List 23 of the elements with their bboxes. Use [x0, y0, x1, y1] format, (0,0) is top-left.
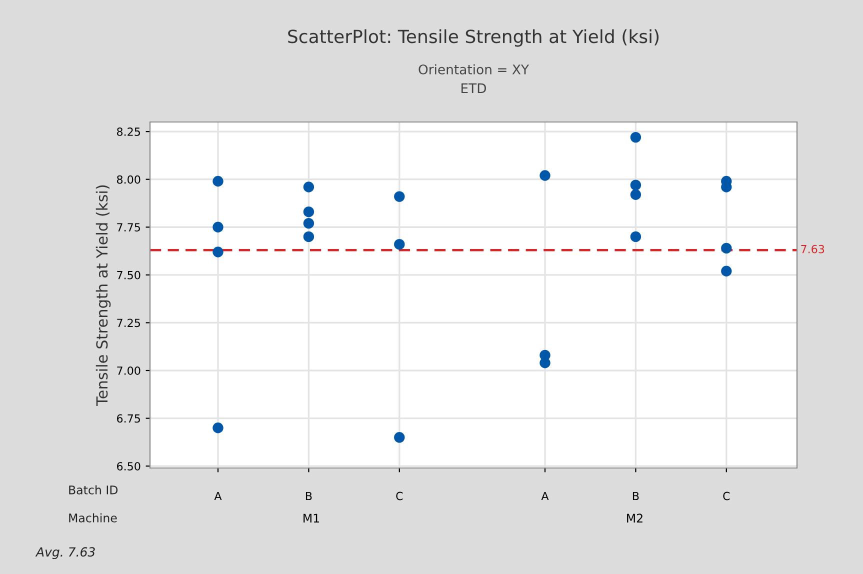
x-tick-label: A — [541, 492, 549, 500]
x-tick-label: C — [723, 492, 730, 500]
text: Machine — [69, 513, 117, 522]
y-tick-label: 7.25 — [117, 318, 140, 328]
y-tick-label: 6.50 — [117, 462, 140, 470]
x-tick-label: C — [396, 492, 403, 500]
ref-line-label: 7.63 — [801, 244, 824, 254]
y-tick-label: 7.00 — [117, 366, 140, 375]
text: Avg. 7.63 — [35, 547, 95, 560]
y-tick-label: 8.25 — [116, 128, 140, 136]
chart-subtitle: Orientation = XY ETD — [418, 64, 530, 94]
y-tick-label: 7.50 — [117, 270, 140, 280]
y-tick-label: 8.00 — [116, 175, 140, 184]
chart-title: ScatterPlot: Tensile Strength at Yield (ksi) — [288, 29, 659, 47]
y-axis-title: Tensile Strength at Yield (ksi) — [96, 185, 111, 406]
x-axis-title: M1 — [304, 514, 320, 522]
text: Batch ID — [69, 485, 118, 494]
x-tick-label: B — [306, 492, 312, 500]
x-axis-title: M2 — [627, 514, 642, 522]
y-tick-label: 7.75 — [117, 223, 140, 232]
y-tick-label: 6.75 — [117, 414, 140, 423]
x-tick-label: A — [214, 492, 222, 500]
x-tick-label: B — [632, 492, 639, 500]
